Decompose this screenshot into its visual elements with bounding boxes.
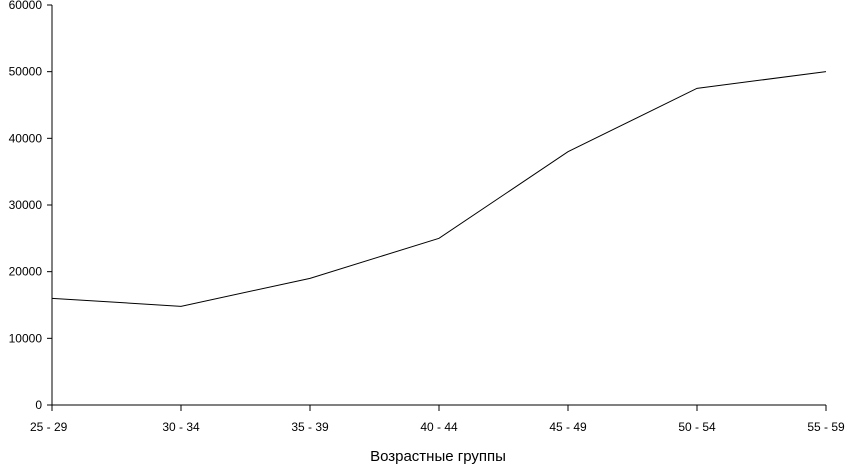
y-tick-label: 50000	[9, 65, 43, 79]
y-tick-label: 40000	[9, 131, 43, 145]
x-tick-label: 55 - 59	[807, 420, 845, 434]
y-tick-label: 0	[35, 398, 42, 412]
series-line	[51, 71, 827, 307]
y-axis: 0 10000 20000 30000 40000 50000 60000	[9, 0, 53, 412]
x-tick-label: 45 - 49	[549, 420, 587, 434]
y-tick-label: 60000	[9, 0, 43, 12]
x-tick-label: 25 - 29	[30, 420, 68, 434]
x-tick-label: 30 - 34	[162, 420, 200, 434]
y-tick-label: 10000	[9, 331, 43, 345]
x-tick-label: 50 - 54	[678, 420, 716, 434]
x-tick-label: 40 - 44	[420, 420, 458, 434]
y-tick-label: 20000	[9, 265, 43, 279]
x-tick-label: 35 - 39	[291, 420, 329, 434]
series-layer	[51, 71, 827, 307]
x-axis: 25 - 29 30 - 34 35 - 39 40 - 44 45 - 49 50 - …	[30, 404, 845, 434]
x-axis-title: Возрастные группы	[370, 448, 506, 465]
y-tick-label: 30000	[9, 198, 43, 212]
